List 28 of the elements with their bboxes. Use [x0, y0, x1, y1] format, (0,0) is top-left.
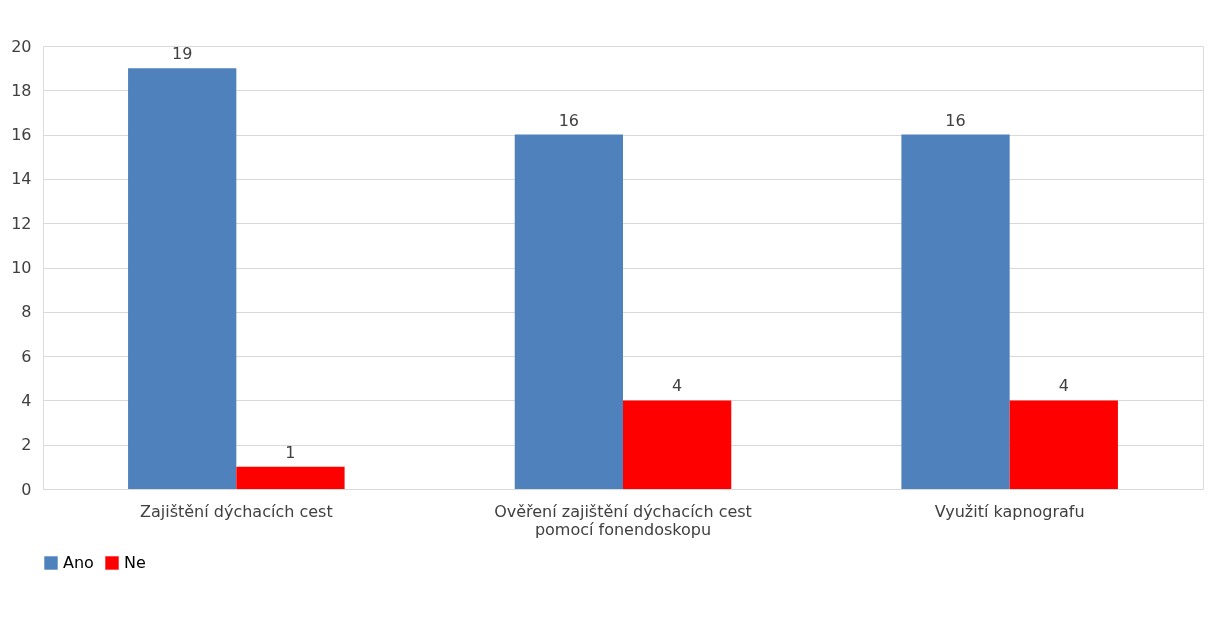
y-tick-label: 2	[21, 435, 32, 455]
y-tick-label: 20	[11, 36, 32, 56]
y-tick-label: 6	[21, 346, 32, 366]
y-tick-label: 8	[21, 302, 32, 322]
x-tick-label: Ověření zajištění dýchacích cest pomocí fonendoskopu	[494, 501, 752, 539]
legend-label: Ano	[63, 553, 94, 572]
data-label: 16	[945, 110, 966, 130]
bar	[623, 400, 732, 489]
x-tick-label: Využití kapnografu	[934, 501, 1085, 521]
y-tick-label: 12	[11, 213, 32, 233]
bar	[128, 68, 237, 489]
y-tick-label: 4	[21, 390, 32, 410]
legend-label: Ne	[124, 553, 146, 572]
y-tick-label: 0	[21, 479, 32, 499]
bar	[514, 134, 623, 489]
bar	[901, 134, 1010, 489]
bar	[236, 466, 345, 489]
data-label: 19	[172, 44, 193, 64]
y-tick-label: 14	[11, 169, 32, 189]
y-tick-label: 18	[11, 80, 32, 100]
y-tick-label: 10	[11, 258, 32, 277]
data-label: 1	[285, 442, 296, 462]
data-label: 4	[1058, 376, 1069, 396]
x-tick-label: Zajištění dýchacích cest	[140, 501, 333, 521]
y-tick-label: 16	[11, 125, 32, 145]
bar	[1009, 400, 1118, 489]
data-label: 16	[558, 110, 580, 130]
data-label: 4	[672, 376, 683, 396]
